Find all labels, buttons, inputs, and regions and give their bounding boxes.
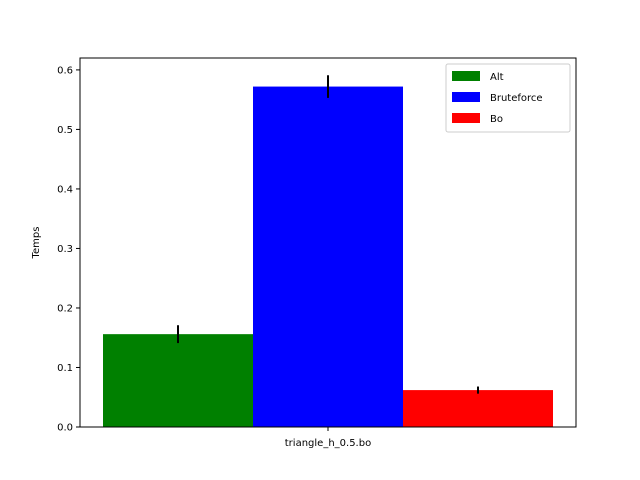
bar-bo <box>403 390 553 427</box>
y-axis-ticks: 0.0 0.1 0.2 0.3 0.4 0.5 0.6 <box>57 65 80 434</box>
y-tick-label: 0.0 <box>57 423 73 434</box>
legend-label-alt: Alt <box>490 72 504 83</box>
y-tick-label: 0.1 <box>57 363 73 374</box>
bars-group <box>103 86 553 427</box>
x-axis-ticks: triangle_h_0.5.bo <box>285 427 371 449</box>
y-tick-label: 0.6 <box>57 65 73 76</box>
bar-bruteforce <box>253 86 403 427</box>
bar-alt <box>103 334 253 427</box>
error-bars-group <box>177 75 479 394</box>
y-tick-label: 0.2 <box>57 303 73 314</box>
legend: Alt Bruteforce Bo <box>445 63 571 133</box>
y-axis-label: Temps <box>31 227 42 260</box>
legend-label-bruteforce: Bruteforce <box>490 93 543 104</box>
legend-label-bo: Bo <box>490 114 503 125</box>
y-tick-label: 0.3 <box>57 244 73 255</box>
legend-swatch-alt <box>452 71 480 81</box>
legend-swatch-bruteforce <box>452 92 480 102</box>
y-tick-label: 0.4 <box>57 184 73 195</box>
legend-swatch-bo <box>452 113 480 123</box>
x-tick-label: triangle_h_0.5.bo <box>285 438 371 449</box>
y-tick-label: 0.5 <box>57 125 73 136</box>
